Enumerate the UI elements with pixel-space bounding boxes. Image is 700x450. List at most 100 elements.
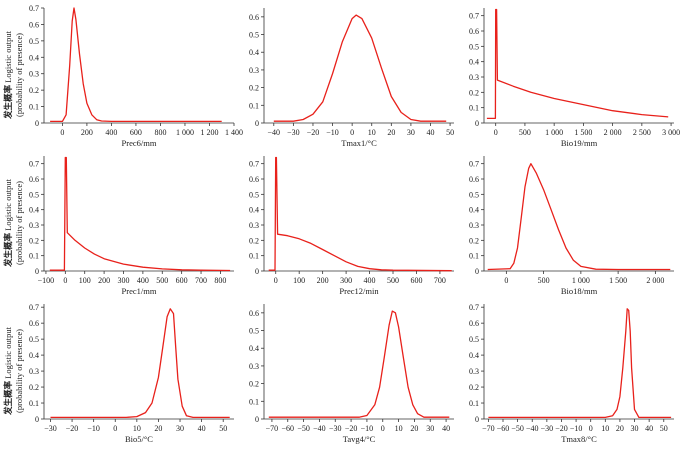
- y-tick-label: 0.1: [29, 103, 39, 112]
- x-tick-label: −40: [526, 424, 539, 433]
- x-tick-label: −100: [38, 276, 55, 285]
- x-tick-label: 700: [434, 276, 446, 285]
- y-axis-title-main: 发生概率 Logistic output: [3, 178, 14, 267]
- x-tick-label: 10: [368, 128, 376, 137]
- x-tick-label: 0: [274, 276, 278, 285]
- response-curve: [486, 8, 669, 120]
- x-tick-label: 0: [63, 276, 67, 285]
- x-tick-label: 0: [504, 276, 508, 285]
- y-tick-label: 0.5: [469, 335, 479, 344]
- x-tick-label: 500: [156, 276, 168, 285]
- x-tick-label: 1 500: [609, 276, 627, 285]
- x-tick-label: 600: [410, 276, 422, 285]
- x-tick-label: 30: [631, 424, 639, 433]
- x-tick-label: 400: [364, 276, 376, 285]
- chart-panel-8: 0 0.1 0.2 0.3 0.4 0.5 0.6 −70 −60 −50 −40 −30 −20 −10…: [249, 304, 454, 444]
- x-tick-label: 2 000: [604, 128, 622, 137]
- y-tick-label: 0.1: [29, 399, 39, 408]
- y-tick-label: 0.2: [249, 236, 259, 245]
- x-tick-label: 2 500: [633, 128, 651, 137]
- x-tick-label: 20: [410, 424, 418, 433]
- y-tick-label: 0.3: [29, 70, 39, 79]
- x-tick-label: 1 200: [200, 128, 218, 137]
- y-tick-label: 0.2: [249, 84, 259, 93]
- y-tick-label: 0.6: [29, 20, 39, 29]
- x-tick-label: 50: [660, 424, 668, 433]
- x-tick-label: 300: [117, 276, 129, 285]
- x-tick-label: 10: [601, 424, 609, 433]
- x-tick-label: −30: [541, 424, 554, 433]
- y-tick-label: 0.1: [469, 252, 479, 261]
- x-tick-label: 400: [105, 128, 117, 137]
- x-tick-label: 10: [133, 424, 141, 433]
- y-tick-label: 0.2: [469, 88, 479, 97]
- x-tick-label: 20: [154, 424, 162, 433]
- y-tick-label: 0.5: [469, 190, 479, 199]
- y-tick-label: 0.4: [249, 344, 259, 353]
- y-tick-label: 0.2: [29, 383, 39, 392]
- y-tick-label: 0.4: [249, 206, 259, 215]
- x-tick-label: −20: [307, 128, 320, 137]
- response-curve: [273, 14, 447, 122]
- y-tick-label: 0.6: [29, 175, 39, 184]
- x-tick-label: 40: [645, 424, 653, 433]
- x-tick-label: 50: [219, 424, 227, 433]
- y-tick-label: 0.3: [469, 221, 479, 230]
- x-tick-label: −10: [87, 424, 100, 433]
- y-axis-title-row-2: 发生概率 Logistic output (probability of pre…: [0, 152, 30, 294]
- y-tick-label: 0: [475, 119, 479, 128]
- x-tick-label: 30: [407, 128, 415, 137]
- y-tick-label: 0.7: [29, 4, 39, 13]
- y-tick-label: 0.6: [249, 13, 259, 22]
- x-tick-label: 0: [494, 128, 498, 137]
- y-tick-label: 0.6: [469, 319, 479, 328]
- x-tick-label: 100: [293, 276, 305, 285]
- y-tick-label: 0: [35, 267, 39, 276]
- chart-panel-1: 0 0.1 0.2 0.3 0.4 0.5 0.6 0.7 0 200 400 600 800 1 000…: [29, 4, 243, 148]
- x-tick-label: 2 000: [646, 276, 664, 285]
- y-tick-label: 0.3: [249, 221, 259, 230]
- x-tick-label: 100: [79, 276, 91, 285]
- x-tick-label: 20: [387, 128, 395, 137]
- x-tick-label: 1 000: [545, 128, 563, 137]
- x-tick-label: −50: [511, 424, 524, 433]
- y-tick-label: 0.5: [29, 37, 39, 46]
- y-tick-label: 0: [35, 119, 39, 128]
- x-tick-label: −60: [497, 424, 510, 433]
- x-tick-label: 200: [98, 276, 110, 285]
- y-tick-label: 0.4: [249, 48, 259, 57]
- chart-panel-7: 0 0.1 0.2 0.3 0.4 0.5 0.6 0.7 −30 −20 −10 0 10 20 30 40…: [29, 303, 234, 444]
- x-tick-label: 1 000: [572, 276, 590, 285]
- y-tick-label: 0.1: [249, 397, 259, 406]
- y-axis-title-sub: (probability of presence): [14, 329, 24, 413]
- y-tick-label: 0: [475, 267, 479, 276]
- y-tick-label: 0: [35, 415, 39, 424]
- y-tick-label: 0.3: [249, 362, 259, 371]
- y-tick-label: 0: [475, 415, 479, 424]
- y-tick-label: 0.5: [29, 335, 39, 344]
- y-tick-label: 0.4: [469, 206, 479, 215]
- chart-panel-3: 0 0.1 0.2 0.3 0.4 0.5 0.6 0.7 0 500 1 000 1 500 2 00…: [469, 8, 680, 148]
- y-axis-title-sub: (probability of presence): [14, 181, 24, 265]
- x-tick-label: −20: [555, 424, 568, 433]
- x-axis-label: Bio19/mm: [561, 138, 598, 148]
- x-tick-label: 0: [113, 424, 117, 433]
- y-tick-label: 0.3: [29, 221, 39, 230]
- x-tick-label: 1 400: [225, 128, 243, 137]
- y-tick-label: 0.2: [469, 383, 479, 392]
- response-curve: [487, 163, 671, 271]
- y-axis-title-main: 发生概率 Logistic output: [3, 30, 14, 119]
- x-tick-label: −30: [329, 424, 342, 433]
- x-tick-label: 400: [137, 276, 149, 285]
- x-tick-label: 30: [426, 424, 434, 433]
- y-tick-label: 0.2: [469, 236, 479, 245]
- y-tick-label: 0.7: [469, 160, 479, 169]
- y-tick-label: 0.6: [249, 309, 259, 318]
- y-tick-label: 0.1: [469, 399, 479, 408]
- y-tick-label: 0.4: [469, 58, 479, 67]
- x-tick-label: 200: [81, 128, 93, 137]
- response-curve: [268, 310, 450, 418]
- chart-panel-2: 0 0.1 0.2 0.3 0.4 0.5 0.6 −40 −30 −20 −10 0 10 20 30 40…: [249, 8, 454, 148]
- y-tick-label: 0.7: [29, 160, 39, 169]
- y-tick-label: 0.6: [29, 319, 39, 328]
